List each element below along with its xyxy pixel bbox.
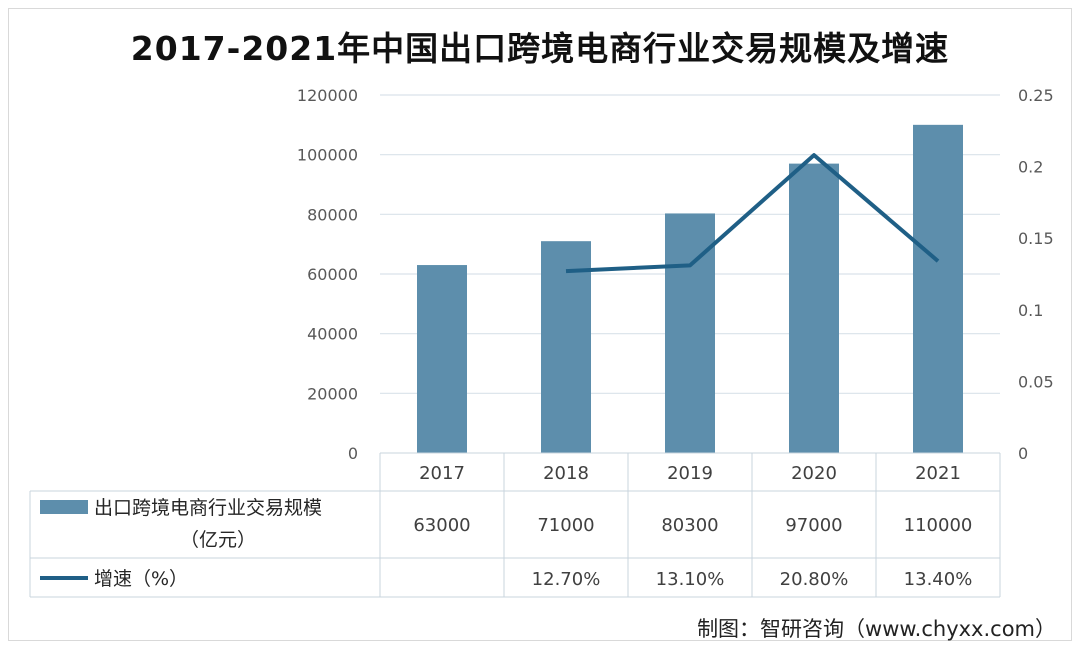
growth-line [565,153,940,274]
bar [913,124,963,453]
category-label: 2019 [667,463,713,484]
legend-bar-swatch [40,500,88,514]
left-axis-tick-label: 80000 [307,205,358,224]
right-axis-tick-label: 0.2 [1018,158,1043,177]
right-axis-tick-label: 0 [1018,444,1028,463]
left-axis-tick-label: 40000 [307,325,358,344]
left-axis-ticks: 0 20000 40000 60000 80000 100000 120000 [297,86,358,463]
left-axis-tick-label: 60000 [307,265,358,284]
category-label: 2021 [915,463,961,484]
bar-value-cell: 97000 [785,515,842,536]
bar-value-cell: 63000 [413,515,470,536]
right-axis-tick-label: 0.15 [1018,229,1054,248]
right-axis-tick-label: 0.1 [1018,301,1043,320]
left-axis-tick-label: 100000 [297,146,358,165]
chart-frame [8,8,1072,641]
category-label: 2020 [791,463,837,484]
bar [665,213,715,453]
bar-value-cell: 71000 [537,515,594,536]
bar [789,163,839,453]
growth-value-cell: 12.70% [532,569,601,590]
bar-value-cell: 110000 [904,515,973,536]
left-axis-tick-label: 20000 [307,384,358,403]
bar [417,265,467,453]
legend-bar-unit: （亿元） [180,529,256,551]
bar-value-cell: 80300 [661,515,718,536]
legend-line-label: 增速（%） [94,568,188,590]
right-axis-tick-label: 0.25 [1018,86,1054,105]
legend-bar-label: 出口跨境电商行业交易规模 [94,497,322,519]
right-axis-tick-label: 0.05 [1018,372,1054,391]
left-axis-tick-label: 120000 [297,86,358,105]
bar-series [417,124,963,453]
left-axis-tick-label: 0 [348,444,358,463]
category-label: 2017 [419,463,465,484]
source-note: 制图：智研咨询（www.chyxx.com） [697,617,1056,641]
growth-value-cell: 13.40% [904,569,973,590]
line-series [565,153,940,274]
chart-title: 2017-2021年中国出口跨境电商行业交易规模及增速 [130,29,950,68]
data-table: 2017 2018 2019 2020 2021 63000 71000 80300 97000… [29,452,1001,598]
growth-value-cell: 20.80% [780,569,849,590]
category-label: 2018 [543,463,589,484]
bar [541,241,591,453]
growth-value-cell: 13.10% [656,569,725,590]
right-axis-ticks: 0 0.05 0.1 0.15 0.2 0.25 [1018,86,1054,463]
